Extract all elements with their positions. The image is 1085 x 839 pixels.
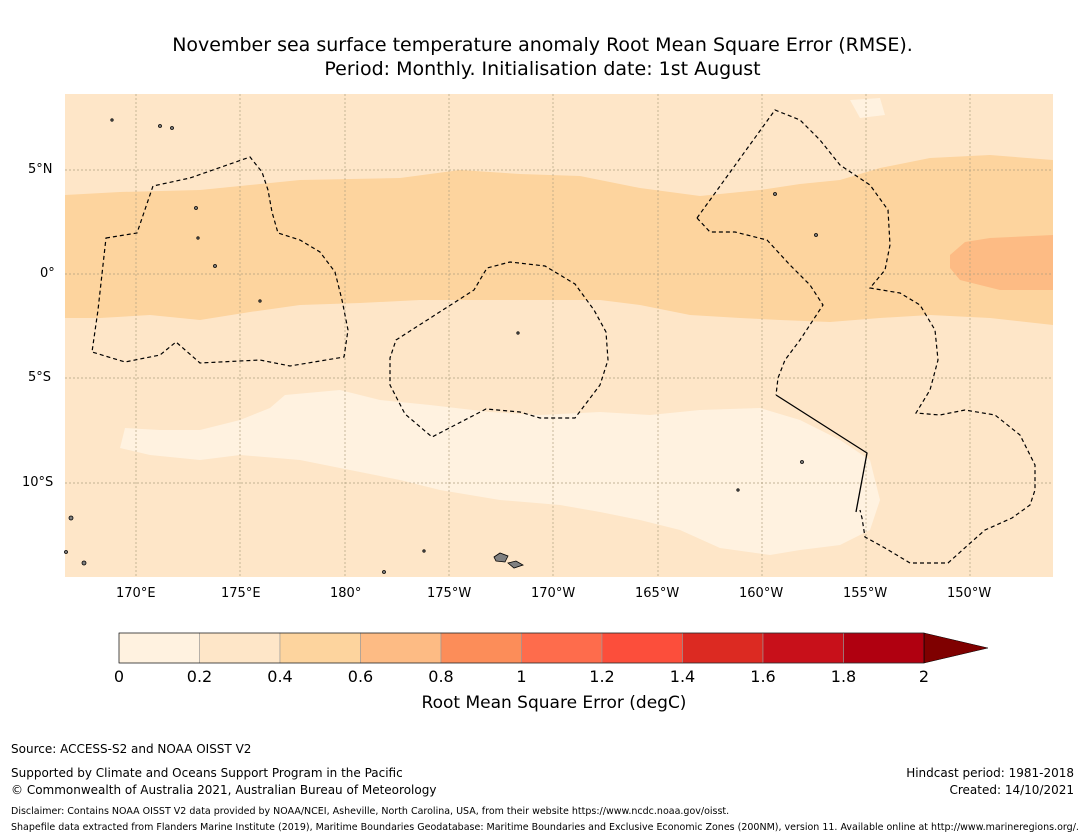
eez-boundary-northeast xyxy=(696,109,1036,564)
colorbar xyxy=(118,632,989,664)
islands xyxy=(64,118,818,574)
footer-hindcast: Hindcast period: 1981-2018 xyxy=(906,766,1074,780)
footer-created: Created: 14/10/2021 xyxy=(949,783,1074,797)
lon-label-170w: 170°W xyxy=(531,586,576,601)
colorbar-extend-arrow xyxy=(923,632,989,664)
rmse-band-equatorial xyxy=(65,155,1053,325)
footer-shapefile: Shapefile data extracted from Flanders M… xyxy=(11,822,1079,833)
rmse-patch-high xyxy=(950,235,1053,290)
lat-label-0: 0° xyxy=(40,266,55,281)
colorbar-frame xyxy=(118,632,925,664)
rmse-patch-low-south xyxy=(120,390,880,555)
lat-label-5s: 5°S xyxy=(28,370,52,385)
colorbar-tick: 1 xyxy=(516,667,527,686)
colorbar-swatch xyxy=(843,632,925,664)
colorbar-swatches xyxy=(118,632,925,664)
chart-title: November sea surface temperature anomaly… xyxy=(172,34,913,56)
eez-boundary-west xyxy=(91,156,349,367)
lon-label-180: 180° xyxy=(330,586,362,601)
gridlines xyxy=(65,94,1053,577)
colorbar-tick: 1.8 xyxy=(830,667,857,686)
lon-label-175e: 175°E xyxy=(221,586,261,601)
colorbar-tick: 0.4 xyxy=(267,667,293,686)
colorbar-tick: 0.8 xyxy=(428,667,454,686)
eez-boundaries xyxy=(91,109,1036,564)
eez-boundary-central xyxy=(389,261,609,438)
colorbar-tick: 2 xyxy=(918,667,930,686)
lat-label-5n: 5°N xyxy=(28,162,53,177)
colorbar-swatch xyxy=(199,632,281,664)
lon-label-150w: 150°W xyxy=(947,586,992,601)
lon-label-175w: 175°W xyxy=(427,586,472,601)
lon-label-170e: 170°E xyxy=(116,586,156,601)
colorbar-tick: 1.6 xyxy=(750,667,776,686)
island-samoa-2 xyxy=(507,560,524,569)
colorbar-swatch xyxy=(762,632,844,664)
colorbar-swatch xyxy=(440,632,522,664)
lon-label-155w: 155°W xyxy=(843,586,888,601)
colorbar-tick: 0.6 xyxy=(347,667,374,686)
footer-copyright: © Commonwealth of Australia 2021, Austra… xyxy=(11,783,437,797)
footer-source: Source: ACCESS-S2 and NOAA OISST V2 xyxy=(11,742,252,756)
footer-disclaimer: Disclaimer: Contains NOAA OISST V2 data … xyxy=(11,806,730,817)
colorbar-tick: 0.2 xyxy=(186,667,213,686)
footer-supported: Supported by Climate and Oceans Support … xyxy=(11,766,403,780)
map-panel xyxy=(64,94,1053,577)
rmse-patch-low-north xyxy=(850,98,885,118)
colorbar-swatch xyxy=(521,632,603,664)
colorbar-tick: 1.2 xyxy=(589,667,615,686)
colorbar-swatch xyxy=(601,632,683,664)
colorbar-swatch xyxy=(360,632,442,664)
colorbar-title: Root Mean Square Error (degC) xyxy=(421,693,687,713)
lon-label-165w: 165°W xyxy=(635,586,680,601)
eez-boundary-mid xyxy=(696,217,824,396)
colorbar-swatch xyxy=(118,632,200,664)
colorbar-tick: 1.4 xyxy=(669,667,696,686)
lat-label-10s: 10°S xyxy=(22,475,54,490)
boundary-solid xyxy=(775,394,868,513)
colorbar-swatch xyxy=(279,632,361,664)
colorbar-swatch xyxy=(682,632,764,664)
lon-label-160w: 160°W xyxy=(739,586,784,601)
colorbar-tick: 0 xyxy=(113,667,125,686)
island-samoa-1 xyxy=(493,552,509,563)
chart-subtitle: Period: Monthly. Initialisation date: 1s… xyxy=(324,58,761,80)
